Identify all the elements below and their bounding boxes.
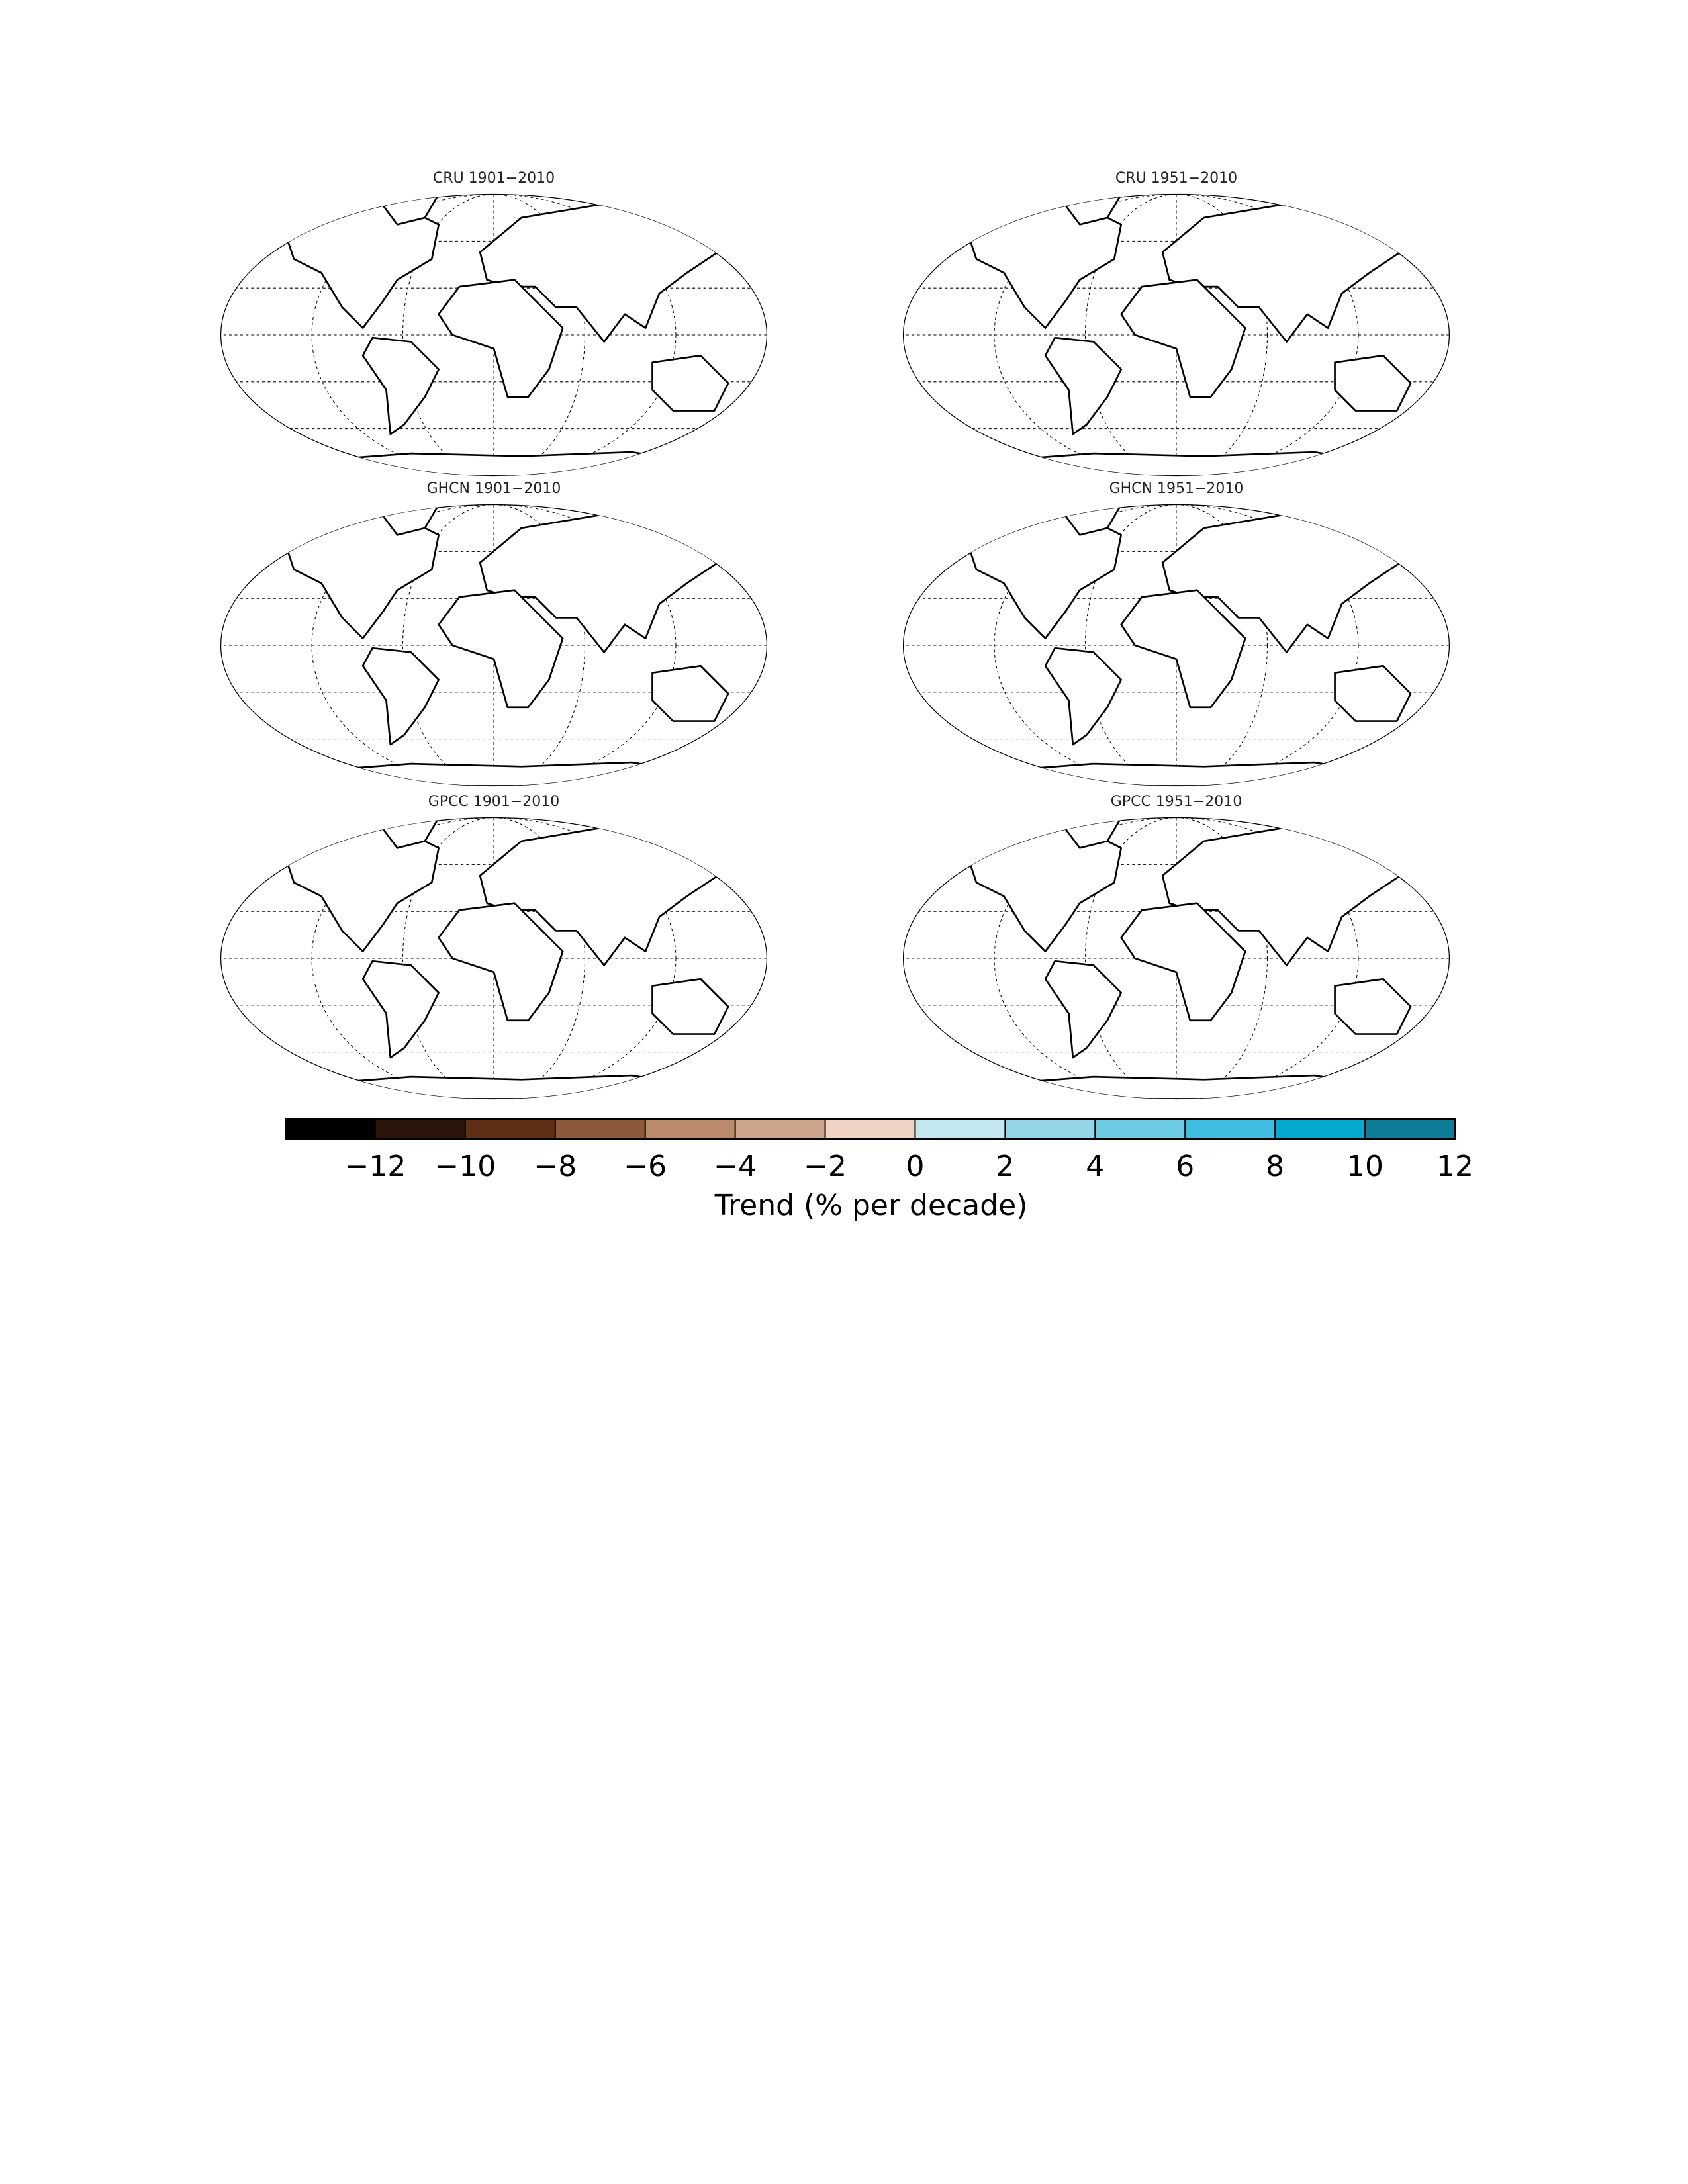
colorbar-segment (1185, 1119, 1276, 1139)
colorbar-tick-label: 6 (1176, 1150, 1194, 1183)
colorbar-tick-label: −2 (804, 1150, 847, 1183)
world-map (218, 195, 769, 476)
panel-title: GHCN 1901−2010 (427, 480, 561, 497)
colorbar-tick-label: 4 (1086, 1150, 1104, 1183)
panel-title: CRU 1951−2010 (1115, 170, 1237, 187)
colorbar-tick-label: 10 (1346, 1150, 1383, 1183)
colorbar-label: Trend (% per decade) (714, 1189, 1028, 1222)
colorbar-segment (735, 1119, 825, 1139)
colorbar-segment (555, 1119, 645, 1139)
colorbar-segment (645, 1119, 735, 1139)
world-map (218, 818, 769, 1099)
panel-title: GHCN 1951−2010 (1109, 480, 1244, 497)
colorbar-tick-label: −6 (624, 1150, 667, 1183)
colorbar-tick-label: −4 (714, 1150, 757, 1183)
colorbar-tick-label: −12 (344, 1150, 406, 1183)
colorbar-segment (1275, 1119, 1366, 1139)
world-map (900, 818, 1452, 1099)
colorbar-segment (1005, 1119, 1096, 1139)
world-map (900, 195, 1452, 476)
colorbar-tick-label: 8 (1266, 1150, 1284, 1183)
world-map (900, 505, 1452, 786)
panel-title: GPCC 1901−2010 (428, 794, 559, 810)
panel-title: GPCC 1951−2010 (1111, 794, 1242, 810)
colorbar-segment (825, 1119, 915, 1139)
colorbar-tick-label: 0 (906, 1150, 924, 1183)
colorbar-segment (915, 1119, 1006, 1139)
colorbar-segment (285, 1119, 375, 1139)
colorbar-segment (1365, 1119, 1455, 1139)
colorbar-tick-label: −10 (434, 1150, 496, 1183)
colorbar-tick-label: −8 (534, 1150, 577, 1183)
panel-title: CRU 1901−2010 (433, 170, 555, 187)
colorbar-segment (465, 1119, 555, 1139)
colorbar-segment (375, 1119, 465, 1139)
colorbar-tick-label: 12 (1436, 1150, 1474, 1183)
world-map (218, 505, 769, 786)
colorbar-tick-label: 2 (996, 1150, 1014, 1183)
colorbar-segment (1095, 1119, 1186, 1139)
